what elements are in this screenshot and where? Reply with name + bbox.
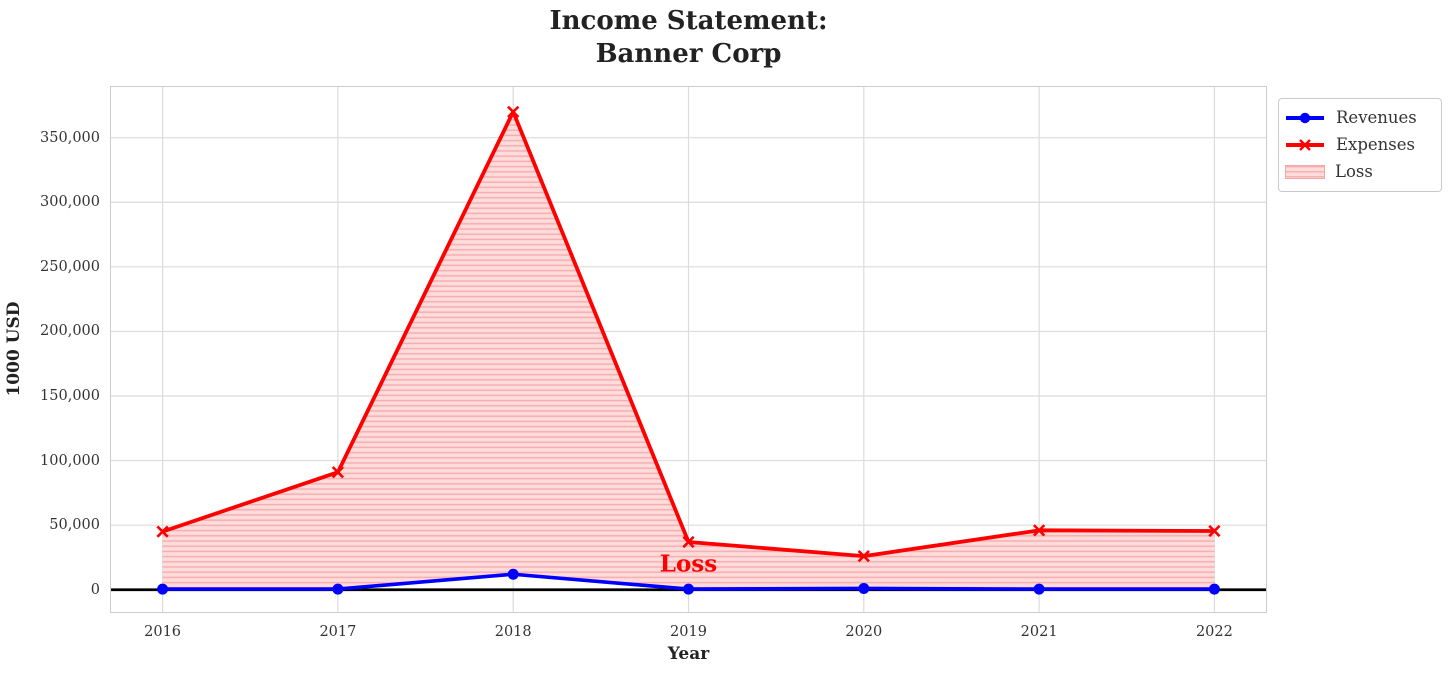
y-tick-label: 250,000 [40, 258, 100, 275]
x-tick-label: 2016 [144, 624, 182, 640]
legend-item-loss: Loss [1284, 161, 1433, 183]
x-tick-label: 2022 [1195, 624, 1233, 640]
revenues-marker [332, 583, 344, 595]
revenues-marker [1208, 583, 1220, 595]
chart-title-line-2: Banner Corp [595, 39, 782, 69]
x-tick-label: 2020 [845, 624, 883, 640]
y-tick-label: 350,000 [40, 129, 100, 146]
y-tick-label: 0 [90, 581, 100, 598]
revenues-line-sample [1286, 112, 1324, 124]
x-tick-label: 2021 [1020, 624, 1058, 640]
chart-title-line-1: Income Statement: [549, 6, 828, 36]
legend-label-expenses: Expenses [1336, 135, 1416, 154]
revenues-marker [1033, 583, 1045, 595]
x-tick-label: 2017 [319, 624, 357, 640]
legend-label-revenues: Revenues [1336, 108, 1417, 127]
revenues-marker [683, 583, 694, 595]
legend-item-revenues: Revenues [1284, 107, 1433, 129]
loss-area-swatch [1285, 165, 1325, 179]
legend-label-loss: Loss [1335, 162, 1373, 181]
legend: Revenues Expenses Loss [1278, 98, 1442, 192]
expenses-marker [1208, 524, 1221, 538]
chart-title: Income Statement: Banner Corp [110, 5, 1267, 71]
x-axis-label: Year [667, 644, 710, 664]
y-axis-label: 1000 USD [4, 301, 24, 397]
expenses-marker [331, 466, 345, 479]
y-tick-label: 150,000 [40, 388, 100, 404]
loss-annotation: Loss [659, 550, 718, 578]
chart-svg [110, 86, 1267, 613]
expenses-line-sample [1286, 139, 1324, 151]
y-tick-label: 300,000 [40, 194, 100, 211]
revenues-marker [157, 583, 169, 595]
y-tick-label: 100,000 [40, 452, 100, 469]
y-tick-label: 50,000 [49, 517, 100, 534]
x-tick-label: 2019 [670, 624, 707, 640]
expenses-marker [682, 535, 695, 549]
loss-area [162, 111, 1215, 590]
x-tick-label: 2018 [494, 624, 532, 640]
revenues-marker [507, 568, 519, 580]
y-tick-label: 200,000 [40, 323, 100, 340]
legend-item-expenses: Expenses [1284, 134, 1433, 156]
expenses-marker [156, 525, 169, 538]
expenses-marker [857, 550, 870, 563]
expenses-marker [507, 105, 520, 118]
expenses-marker [1032, 524, 1046, 537]
revenues-marker [858, 582, 870, 594]
